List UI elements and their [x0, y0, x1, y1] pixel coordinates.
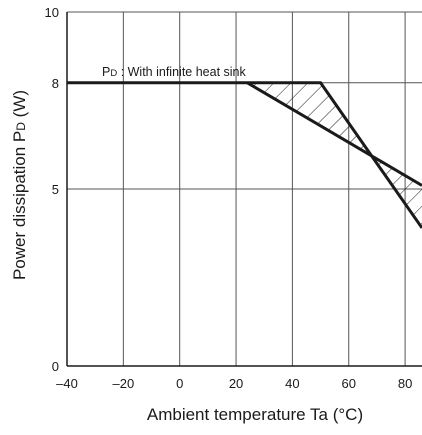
x-axis-label: Ambient temperature Ta (°C)	[147, 405, 363, 424]
x-tick-label: –40	[56, 376, 78, 391]
annotation-prefix: P	[102, 65, 110, 79]
y-tick-label: 0	[52, 359, 59, 374]
y-tick-label: 10	[45, 5, 59, 20]
x-tick-label: 60	[342, 376, 356, 391]
y-axis-label-unit: (W)	[10, 90, 29, 122]
x-tick-label: –20	[112, 376, 134, 391]
series-annotation: PD : With infinite heat sink	[102, 65, 246, 79]
y-axis-label: Power dissipation PD (W)	[10, 90, 29, 280]
annotation-sub: D	[110, 68, 117, 79]
x-tick-label: 40	[285, 376, 299, 391]
y-axis-label-main: Power dissipation P	[10, 131, 29, 280]
x-tick-label: 0	[176, 376, 183, 391]
series-line-1	[67, 81, 422, 229]
y-axis-label-sub: D	[14, 122, 28, 131]
y-tick-label: 5	[52, 182, 59, 197]
annotation-text: : With infinite heat sink	[117, 65, 246, 79]
x-tick-label: 80	[398, 376, 412, 391]
x-tick-label: 20	[229, 376, 243, 391]
hatched-region	[247, 82, 422, 228]
y-tick-label: 8	[52, 76, 59, 91]
series-line-2	[246, 81, 422, 187]
